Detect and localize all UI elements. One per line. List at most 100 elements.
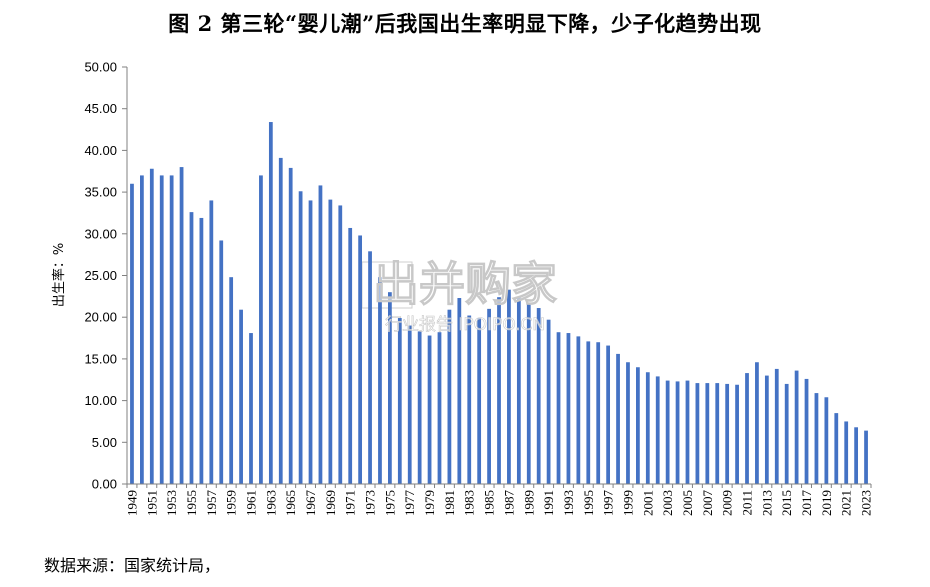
x-tick-label: 1995 — [581, 490, 596, 516]
bar-2010 — [735, 384, 739, 484]
bar-1968 — [318, 185, 323, 484]
bar-2022 — [854, 427, 859, 484]
y-tick-label: 30.00 — [84, 226, 117, 241]
bar-1982 — [457, 298, 462, 484]
x-tick-label: 1955 — [184, 490, 199, 516]
bar-1972 — [358, 235, 363, 484]
bar-1985 — [487, 308, 491, 484]
bar-2015 — [784, 383, 789, 484]
bar-1997 — [606, 345, 611, 484]
bar-1994 — [576, 336, 581, 484]
axes-group: 0.00 5.00 10.00 15.00 20.00 25.00 30.00 35.00 40… — [84, 60, 873, 517]
bar-1996 — [596, 342, 601, 484]
x-tick-label: 1977 — [402, 490, 417, 517]
x-tick-label: 2007 — [700, 490, 715, 517]
bar-1983 — [467, 315, 472, 484]
bar-2008 — [715, 383, 720, 484]
x-tick-label: 2017 — [799, 490, 814, 517]
bar-1965 — [288, 167, 293, 484]
bar-1986 — [497, 297, 501, 484]
bar-2017 — [804, 378, 809, 484]
bar-2019 — [824, 397, 829, 484]
x-tick-label: 2013 — [759, 490, 774, 516]
bar-2018 — [814, 393, 819, 484]
x-tick-label: 2019 — [819, 490, 834, 516]
y-tick-label: 10.00 — [84, 393, 117, 408]
bar-2005 — [685, 380, 690, 484]
bar-1952 — [159, 175, 164, 485]
x-tick-label: 2021 — [839, 490, 854, 516]
y-tick-label: 20.00 — [84, 310, 117, 325]
x-tick-label: 2023 — [859, 490, 874, 516]
bar-1977 — [407, 325, 412, 484]
source-note: 数据来源：国家统计局， — [44, 556, 221, 575]
bar-1953 — [169, 175, 174, 485]
bar-2000 — [636, 367, 640, 484]
bar-1995 — [586, 341, 591, 484]
bar-1990 — [536, 308, 541, 484]
bar-2016 — [794, 370, 799, 484]
bar-1973 — [368, 251, 372, 484]
bar-1971 — [348, 227, 353, 484]
x-tick-label: 1949 — [124, 490, 139, 516]
bar-1980 — [437, 332, 442, 484]
x-tick-label: 1999 — [620, 490, 635, 516]
bar-2012 — [755, 362, 759, 484]
bar-1987 — [507, 289, 511, 484]
bar-1975 — [388, 292, 392, 484]
y-tick-label: 0.00 — [92, 477, 117, 492]
bar-2020 — [834, 413, 839, 484]
bar-1998 — [616, 353, 620, 484]
bar-1992 — [556, 332, 561, 484]
bar-1966 — [298, 191, 303, 484]
bar-2014 — [774, 368, 779, 484]
bar-1969 — [328, 199, 333, 485]
x-tick-label: 1975 — [382, 490, 397, 516]
bar-1964 — [278, 157, 283, 484]
x-tick-label: 1979 — [422, 490, 437, 516]
y-tick-label: 50.00 — [84, 60, 117, 75]
bar-1999 — [626, 362, 630, 484]
watermark-main-text: 出并购家 — [373, 257, 557, 311]
x-tick-label: 1987 — [501, 490, 516, 517]
x-tick-label: 1981 — [442, 490, 457, 516]
bar-2009 — [725, 383, 730, 484]
bar-2023 — [864, 430, 868, 484]
x-tick-label: 1965 — [283, 490, 298, 516]
bar-2007 — [705, 383, 710, 484]
bar-1958 — [219, 240, 224, 484]
bar-1950 — [140, 175, 144, 485]
x-tick-label: 1993 — [561, 490, 576, 516]
bar-1976 — [397, 318, 402, 484]
bar-2011 — [745, 373, 749, 484]
x-tick-label: 1969 — [323, 490, 338, 516]
x-tick-label: 1959 — [224, 490, 239, 516]
bar-1954 — [179, 167, 184, 484]
x-tick-label: 1953 — [164, 490, 179, 516]
bar-1988 — [516, 297, 521, 484]
x-tick-label: 1967 — [303, 490, 318, 517]
bar-1991 — [546, 319, 551, 484]
bar-1978 — [417, 331, 422, 484]
x-tick-label: 1973 — [363, 490, 378, 516]
x-tick-label: 1997 — [601, 490, 616, 517]
bar-1959 — [229, 277, 234, 484]
y-tick-label: 45.00 — [84, 101, 117, 116]
x-tick-label: 2003 — [660, 490, 675, 516]
bar-1981 — [447, 309, 452, 484]
bar-1961 — [249, 333, 253, 484]
x-tick-label: 1957 — [204, 490, 219, 517]
watermark-sub-text: 行业报告 IPOIPO.CN — [385, 315, 545, 335]
bar-1956 — [199, 217, 204, 484]
y-axis-label: 出生率：% — [51, 243, 67, 307]
x-tick-label: 1985 — [482, 490, 497, 516]
x-tick-label: 2011 — [740, 490, 755, 516]
bars-group — [130, 122, 868, 485]
x-tick-label: 1961 — [244, 490, 259, 516]
bar-1979 — [427, 335, 432, 484]
bar-2002 — [655, 376, 660, 484]
y-tick-label: 15.00 — [84, 351, 117, 366]
y-tick-label: 5.00 — [92, 435, 117, 450]
bar-1974 — [378, 277, 382, 484]
bar-2003 — [665, 380, 670, 484]
